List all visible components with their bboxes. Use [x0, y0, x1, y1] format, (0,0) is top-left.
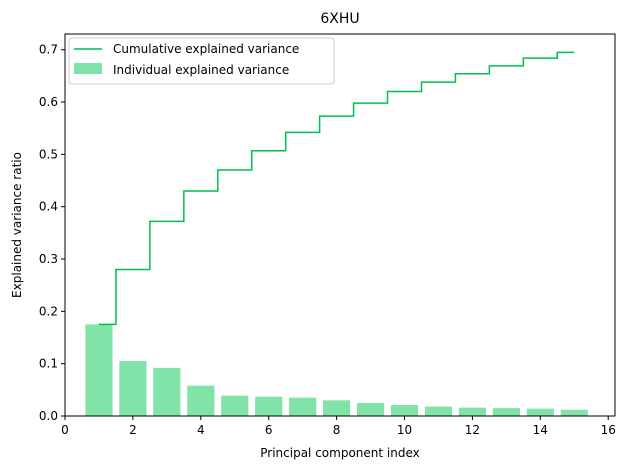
- y-tick-label: 0.1: [39, 357, 58, 371]
- bar-component-1: [85, 324, 113, 416]
- x-tick-label: 0: [61, 423, 69, 437]
- line-layer: [98, 51, 575, 326]
- x-tick-label: 14: [533, 423, 548, 437]
- bar-component-13: [492, 408, 520, 416]
- bar-component-2: [119, 361, 147, 416]
- bar-component-12: [458, 407, 486, 416]
- plot-frame: [64, 33, 616, 417]
- y-tick-label: 0.3: [39, 252, 58, 266]
- y-tick-label: 0.7: [39, 43, 58, 57]
- y-tick-label: 0.2: [39, 304, 58, 318]
- bar-component-15: [560, 409, 588, 416]
- bar-component-8: [323, 400, 351, 416]
- bar-component-9: [356, 402, 385, 416]
- y-ticks: 0.0 0.1 0.2 0.3 0.4 0.5 0.6 0.7: [39, 43, 65, 423]
- bar-component-7: [289, 397, 317, 416]
- y-tick-label: 0.5: [39, 147, 58, 161]
- bar-component-11: [424, 406, 453, 416]
- x-tick-label: 16: [601, 423, 616, 437]
- bar-component-10: [390, 405, 419, 416]
- y-axis-label: Explained variance ratio: [10, 152, 24, 298]
- x-tick-label: 2: [129, 423, 137, 437]
- legend: Cumulative explained variance Individual…: [68, 37, 335, 85]
- x-tick-label: 8: [333, 423, 341, 437]
- cumulative-step-line: [98, 51, 575, 326]
- legend-cumulative-label: Cumulative explained variance: [113, 42, 299, 56]
- chart-title: 6XHU: [320, 11, 359, 27]
- x-axis-label: Principal component index: [260, 446, 419, 460]
- y-tick-label: 0.0: [39, 409, 58, 423]
- y-tick-label: 0.4: [39, 200, 58, 214]
- bar-component-5: [221, 395, 249, 416]
- legend-box: [68, 37, 335, 85]
- x-tick-label: 6: [265, 423, 273, 437]
- bars-layer: [85, 324, 588, 416]
- x-ticks: 0 2 4 6 8 10 12 14 16: [61, 416, 616, 437]
- bar-component-4: [187, 385, 215, 416]
- x-tick-label: 10: [397, 423, 412, 437]
- bar-component-14: [526, 408, 554, 416]
- bar-component-6: [255, 396, 283, 416]
- legend-individual-swatch: [74, 63, 102, 74]
- x-tick-label: 12: [465, 423, 480, 437]
- y-tick-label: 0.6: [39, 95, 58, 109]
- bar-component-3: [153, 367, 181, 416]
- legend-individual-label: Individual explained variance: [113, 63, 289, 77]
- x-tick-label: 4: [197, 423, 205, 437]
